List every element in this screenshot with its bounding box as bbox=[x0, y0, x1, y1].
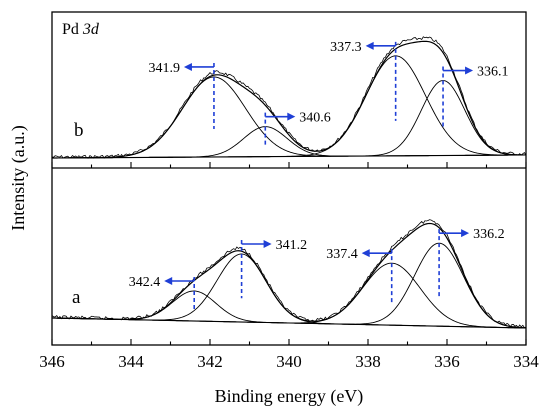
peak-value-label: 340.6 bbox=[299, 111, 331, 126]
raw-spectrum bbox=[51, 219, 527, 329]
peak-arrow-head bbox=[263, 240, 272, 248]
x-tick-label: 346 bbox=[39, 352, 65, 371]
peak-arrow-head bbox=[287, 112, 296, 121]
plot-frame bbox=[51, 11, 527, 346]
x-tick-label: 336 bbox=[434, 352, 460, 371]
fit-component-peak bbox=[51, 242, 527, 329]
peak-arrow-head bbox=[183, 62, 192, 71]
peak-value-label: 341.2 bbox=[276, 238, 308, 253]
peak-arrow-head bbox=[365, 41, 374, 50]
title-orbital: 3d bbox=[82, 21, 100, 38]
x-tick-layer: 346 344 342 340 338 336 334 bbox=[39, 162, 539, 371]
x-tick-label: 342 bbox=[197, 352, 223, 371]
fit-envelope bbox=[51, 222, 527, 329]
peak-arrow-head bbox=[361, 249, 370, 258]
x-tick-label: 334 bbox=[513, 352, 539, 371]
title-element: Pd bbox=[62, 21, 79, 38]
annotation-layer: 341.9 340.6 337.3 336.1 342.4 341.2 337.4 336.2 bbox=[129, 40, 509, 311]
x-tick-label: 344 bbox=[118, 352, 144, 371]
peak-value-label: 341.9 bbox=[148, 61, 180, 76]
peak-value-label: 336.1 bbox=[477, 65, 509, 80]
peak-value-label: 336.2 bbox=[473, 227, 505, 242]
peak-value-label: 337.3 bbox=[330, 40, 362, 55]
x-tick-label: 340 bbox=[276, 352, 302, 371]
panel-label-a: a bbox=[72, 287, 81, 308]
peak-arrow-head bbox=[164, 277, 173, 285]
panel-label-b: b bbox=[74, 120, 84, 141]
chart-title: Pd 3d bbox=[62, 21, 100, 38]
curve-layer bbox=[51, 36, 527, 329]
raw-spectrum bbox=[51, 36, 527, 159]
peak-arrow-head bbox=[465, 66, 474, 75]
peak-value-label: 342.4 bbox=[129, 275, 161, 290]
peak-value-label: 337.4 bbox=[326, 247, 358, 262]
x-tick-label: 338 bbox=[355, 352, 381, 371]
y-axis-title: Intensity (a.u.) bbox=[8, 125, 29, 230]
peak-arrow-head bbox=[461, 229, 470, 238]
fit-component-peak bbox=[51, 262, 527, 329]
fit-component-peak bbox=[51, 80, 527, 159]
x-axis-title: Binding energy (eV) bbox=[215, 386, 364, 407]
